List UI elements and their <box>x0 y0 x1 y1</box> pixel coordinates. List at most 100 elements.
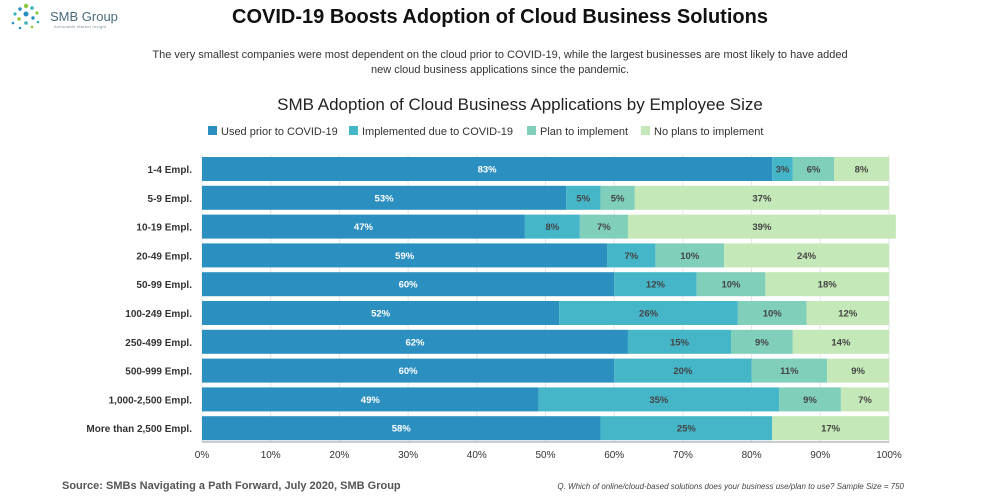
category-label: 100-249 Empl. <box>125 309 192 320</box>
bar-segment <box>655 243 725 268</box>
data-label: 9% <box>803 395 817 406</box>
x-tick-label: 30% <box>398 450 418 461</box>
logo-dots-icon <box>11 3 40 30</box>
data-label: 26% <box>639 309 659 320</box>
survey-question-note: Q. Which of online/cloud-based solutions… <box>557 482 904 491</box>
data-label: 17% <box>821 424 841 435</box>
bar-segment <box>806 301 889 325</box>
x-tick-label: 90% <box>810 450 830 461</box>
bar-segment <box>202 358 615 383</box>
category-label: 500-999 Empl. <box>125 367 192 378</box>
bar-segment <box>751 358 828 383</box>
x-tick-label: 50% <box>535 450 555 461</box>
data-label: 49% <box>361 395 381 406</box>
data-label: 8% <box>546 222 560 233</box>
bar-segment <box>827 358 889 383</box>
data-label: 60% <box>399 366 419 377</box>
data-label: 15% <box>670 337 690 348</box>
bar-segment <box>792 157 835 181</box>
bar-segment <box>840 387 889 412</box>
data-label: 10% <box>721 280 741 291</box>
bar-segment <box>627 214 896 239</box>
bar-segment <box>202 272 615 297</box>
legend-swatch <box>641 126 650 135</box>
data-label: 3% <box>776 165 790 176</box>
bar-segment <box>202 416 601 441</box>
data-label: 59% <box>395 251 415 262</box>
category-label: 10-19 Empl. <box>136 223 192 234</box>
page-subtitle: The very smallest companies were most de… <box>152 49 848 76</box>
data-label: 18% <box>818 280 838 291</box>
bar-segment <box>538 387 780 412</box>
data-label: 12% <box>838 309 858 320</box>
bar-segment <box>202 157 773 181</box>
category-label: 1,000-2,500 Empl. <box>109 395 193 406</box>
data-label: 5% <box>611 193 625 204</box>
bar-segment <box>202 243 608 268</box>
bar-segment <box>579 214 628 239</box>
category-label: 5-9 Empl. <box>148 194 193 205</box>
data-label: 39% <box>752 222 772 233</box>
bar-segment <box>730 329 793 354</box>
bar-segment <box>834 157 889 181</box>
legend-label: No plans to implement <box>654 126 763 138</box>
x-tick-label: 60% <box>604 450 624 461</box>
data-label: 5% <box>576 193 590 204</box>
x-tick-label: 20% <box>329 450 349 461</box>
data-label: 37% <box>752 193 772 204</box>
bar-segment <box>772 157 793 181</box>
category-label: 250-499 Empl. <box>125 338 192 349</box>
logo-text: SMB Group <box>50 9 118 24</box>
data-label: 20% <box>673 366 693 377</box>
chart-title: SMB Adoption of Cloud Business Applicati… <box>277 95 763 114</box>
bar-segment <box>696 272 766 297</box>
x-tick-label: 100% <box>876 450 902 461</box>
legend-swatch <box>349 126 358 135</box>
bar-segment <box>724 243 889 268</box>
bar-segment <box>202 301 560 325</box>
data-label: 7% <box>858 395 872 406</box>
bar-segment <box>792 329 889 354</box>
data-label: 14% <box>831 337 851 348</box>
bar-segment <box>600 185 635 210</box>
x-tick-label: 80% <box>742 450 762 461</box>
data-label: 58% <box>392 424 412 435</box>
bar-segment <box>779 387 841 412</box>
bar-segment <box>524 214 580 239</box>
x-tick-label: 40% <box>467 450 487 461</box>
category-label: 50-99 Empl. <box>136 280 192 291</box>
category-label: More than 2,500 Empl. <box>86 424 192 435</box>
data-label: 10% <box>763 309 783 320</box>
smb-group-logo: SMB Group Actionable Market Insight <box>6 2 156 34</box>
legend-label: Used prior to COVID-19 <box>221 126 338 138</box>
legend-swatch <box>527 126 536 135</box>
bar-segment <box>634 185 889 210</box>
source-note: Source: SMBs Navigating a Path Forward, … <box>62 480 401 492</box>
bar-segment <box>202 329 628 354</box>
bar-segment <box>202 214 525 239</box>
data-label: 12% <box>646 280 666 291</box>
data-label: 25% <box>677 424 697 435</box>
data-label: 10% <box>680 251 700 262</box>
data-label: 35% <box>649 395 669 406</box>
bar-segment <box>202 185 567 210</box>
data-label: 7% <box>597 222 611 233</box>
data-label: 52% <box>371 309 391 320</box>
data-label: 8% <box>855 165 869 176</box>
data-label: 9% <box>851 366 865 377</box>
legend-label: Plan to implement <box>540 126 628 138</box>
legend-label: Implemented due to COVID-19 <box>362 126 513 138</box>
bar-segment <box>772 416 889 441</box>
bar-segment <box>627 329 731 354</box>
x-tick-label: 10% <box>261 450 281 461</box>
bar-segment <box>614 272 697 297</box>
data-label: 11% <box>780 366 799 377</box>
category-label: 1-4 Empl. <box>148 165 193 176</box>
legend-swatch <box>208 126 217 135</box>
data-label: 24% <box>797 251 817 262</box>
bar-segment <box>600 416 773 441</box>
category-label: 20-49 Empl. <box>136 251 192 262</box>
bar-segment <box>614 358 752 383</box>
bar-segment <box>559 301 738 325</box>
